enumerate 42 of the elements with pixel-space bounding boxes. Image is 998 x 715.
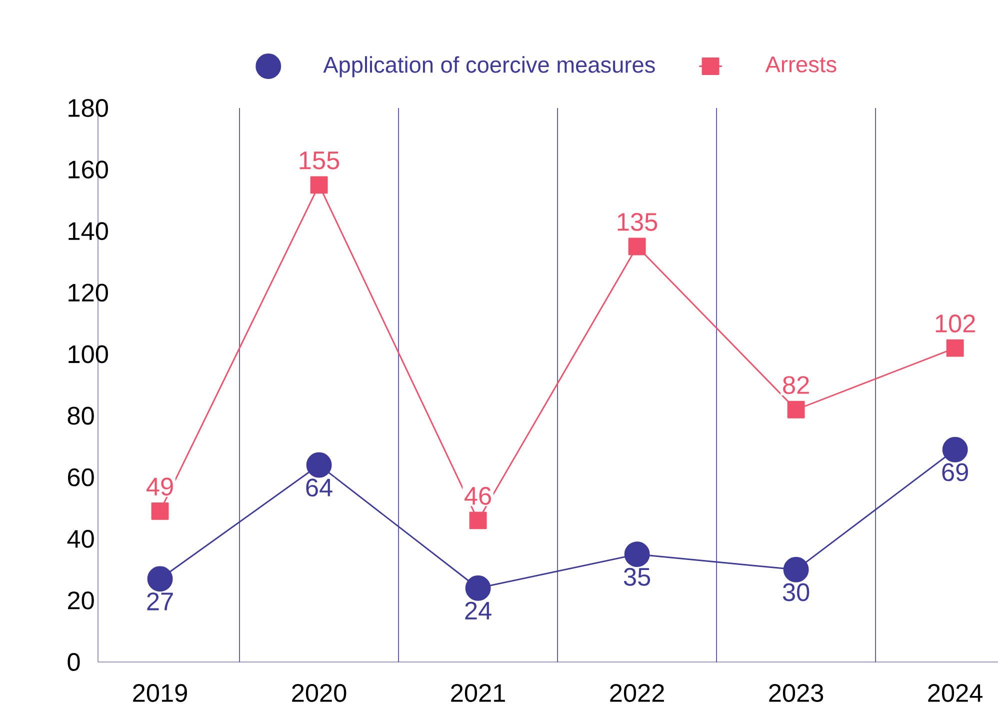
data-label: 30 xyxy=(782,583,810,602)
y-tick-label: 180 xyxy=(68,99,108,117)
x-tick-label: 2021 xyxy=(451,684,505,702)
y-tick-label: 20 xyxy=(68,591,94,610)
y-tick-label: 160 xyxy=(68,160,108,179)
data-label: 46 xyxy=(464,486,492,505)
y-tick-label: 40 xyxy=(67,530,94,548)
x-tick-label: 2024 xyxy=(928,684,982,702)
data-label: 69 xyxy=(942,463,968,482)
point xyxy=(465,575,491,601)
point xyxy=(624,542,650,568)
x-tick-label: 2023 xyxy=(769,684,824,702)
point xyxy=(151,502,169,520)
data-label: 135 xyxy=(618,212,658,231)
y-tick-label: 140 xyxy=(68,222,108,240)
x-tick-label: 2019 xyxy=(133,684,187,702)
y-tick-label: 60 xyxy=(68,468,94,486)
point xyxy=(946,339,964,357)
point xyxy=(942,436,968,462)
point xyxy=(628,238,646,256)
y-tick-label: 0 xyxy=(68,653,80,671)
data-label: 27 xyxy=(147,592,173,610)
data-label: 49 xyxy=(146,478,173,496)
data-label: 24 xyxy=(465,602,492,620)
data-label: 102 xyxy=(936,314,975,332)
point xyxy=(147,566,173,592)
data-label: 64 xyxy=(306,478,332,497)
data-label: 82 xyxy=(783,376,809,394)
point xyxy=(787,400,805,418)
y-tick-label: 80 xyxy=(68,406,94,425)
data-label: 35 xyxy=(624,568,650,586)
y-tick-label: 100 xyxy=(68,345,108,364)
y-tick-label: 120 xyxy=(68,284,108,302)
point xyxy=(306,452,332,478)
x-tick-label: 2022 xyxy=(610,684,664,702)
point xyxy=(310,176,328,194)
point xyxy=(783,556,809,582)
x-tick-label: 2020 xyxy=(292,684,346,702)
data-label: 155 xyxy=(300,152,340,170)
legend-label: Arrests xyxy=(765,56,836,72)
legend-label: Application of coercive measures xyxy=(323,56,655,78)
point xyxy=(469,512,487,530)
